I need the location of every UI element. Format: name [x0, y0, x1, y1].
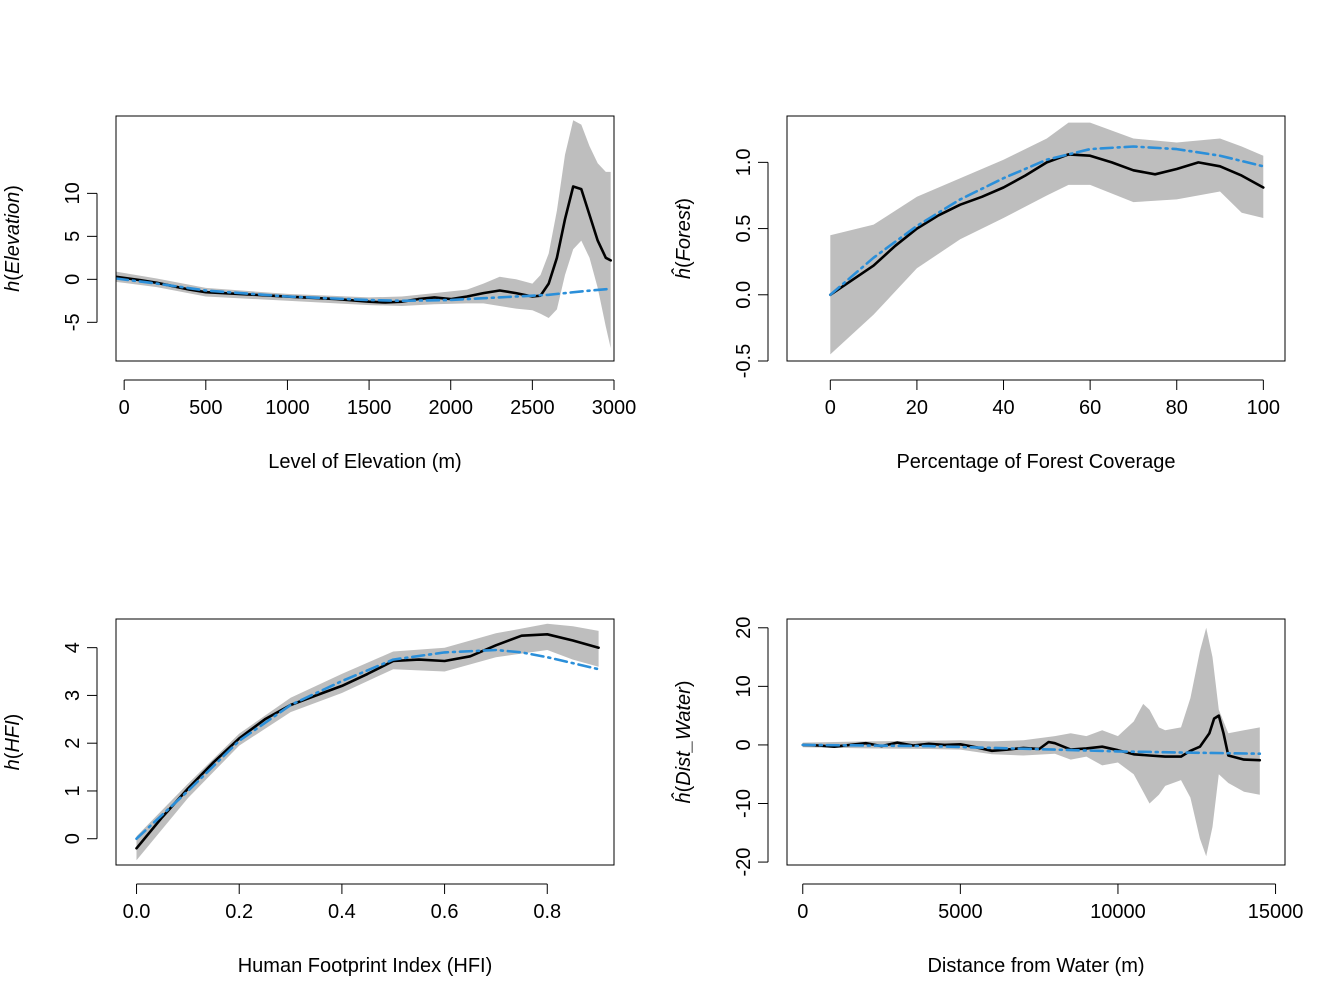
x-tick-label: 15000	[1248, 901, 1304, 923]
y-tick-label: 0	[62, 274, 84, 285]
confidence-band	[802, 627, 1260, 857]
x-tick-label: 1500	[347, 397, 392, 419]
reference-line	[116, 277, 613, 303]
y-tick-label: 1.0	[733, 148, 755, 176]
x-tick-label: 10000	[1090, 901, 1146, 923]
plot-frame	[115, 618, 615, 866]
x-tick-label: 0	[825, 397, 836, 419]
estimate-line	[801, 714, 1262, 762]
y-tick-label: 0.5	[733, 215, 755, 243]
x-tick-label: 0.0	[123, 901, 151, 923]
x-tick-label: 0.2	[225, 901, 253, 923]
y-tick-label: 10	[62, 182, 84, 204]
x-tick-label: 0.4	[328, 901, 356, 923]
x-tick-label: 0.8	[533, 901, 561, 923]
y-tick-label: -10	[733, 789, 755, 818]
panel-4: 0 5000 10000 15000 -20 -10 0 10 20 Distance from …	[671, 617, 1303, 977]
y-axis-label: h(Elevation)	[2, 185, 24, 292]
x-tick-label: 100	[1247, 397, 1280, 419]
x-tick-label: 2500	[510, 397, 555, 419]
x-tick-label: 80	[1166, 397, 1188, 419]
x-axis-label: Level of Elevation (m)	[268, 451, 461, 473]
x-tick-label: 40	[992, 397, 1014, 419]
y-axis-label: ĥ(Forest)	[671, 198, 695, 279]
panel-2: 0 20 40 60 80 100 -0.5 0.0 0.5 1.0 Percentage of F…	[671, 115, 1286, 473]
confidence-band	[136, 623, 599, 861]
x-tick-label: 20	[906, 397, 928, 419]
x-tick-label: 1000	[265, 397, 310, 419]
y-tick-label: -0.5	[733, 344, 755, 378]
plot-frame	[115, 115, 615, 362]
x-tick-label: 3000	[592, 397, 637, 419]
reference-line	[801, 743, 1262, 756]
y-tick-label: 1	[62, 785, 84, 796]
x-tick-label: 0.6	[431, 901, 459, 923]
x-tick-label: 60	[1079, 397, 1101, 419]
y-tick-label: 2	[62, 738, 84, 749]
x-axis-label: Human Footprint Index (HFI)	[238, 955, 493, 977]
y-tick-label: 0.0	[733, 281, 755, 309]
y-axis-label: ĥ(Dist_Water)	[671, 680, 695, 803]
y-tick-label: -20	[733, 848, 755, 877]
y-tick-label: 20	[733, 617, 755, 639]
x-axis-label: Distance from Water (m)	[927, 955, 1144, 977]
panel-1: 0 500 1000 1500 2000 2500 3000 -5 0 5 10 Level of E…	[2, 115, 637, 473]
estimate-line	[135, 632, 600, 850]
plot-frame	[786, 618, 1286, 866]
confidence-band	[116, 120, 611, 349]
x-tick-label: 0	[119, 397, 130, 419]
reference-line	[135, 648, 600, 841]
x-tick-label: 5000	[938, 901, 983, 923]
y-tick-label: 10	[733, 675, 755, 697]
y-tick-label: 5	[62, 231, 84, 242]
panel-3: 0.0 0.2 0.4 0.6 0.8 0 1 2 3 4 Human Footprint Inde…	[2, 618, 615, 977]
confidence-band	[830, 122, 1264, 355]
estimate-line	[828, 153, 1265, 297]
y-tick-label: -5	[62, 313, 84, 331]
x-tick-label: 500	[189, 397, 222, 419]
y-tick-label: 0	[62, 833, 84, 844]
x-tick-label: 0	[797, 901, 808, 923]
x-axis-label: Percentage of Forest Coverage	[896, 451, 1175, 473]
y-tick-label: 0	[733, 739, 755, 750]
y-tick-label: 3	[62, 690, 84, 701]
x-tick-label: 2000	[428, 397, 473, 419]
y-axis-label: h(HFI)	[2, 714, 24, 771]
y-tick-label: 4	[62, 642, 84, 653]
reference-line	[828, 145, 1265, 297]
plot-frame	[786, 115, 1286, 362]
